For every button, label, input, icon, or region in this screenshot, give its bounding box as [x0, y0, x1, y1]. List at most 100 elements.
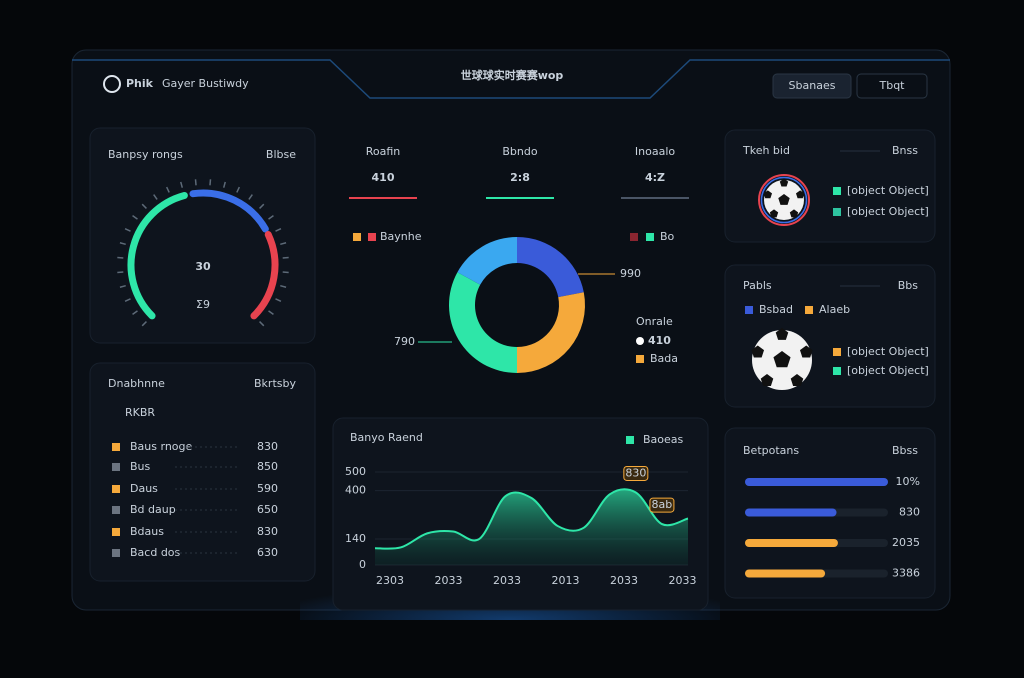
- card-title: Tkeh bid: [742, 144, 790, 157]
- donut-label: 790: [394, 335, 415, 348]
- row-label: Bdaus: [130, 525, 164, 538]
- gauge-tick: [222, 181, 226, 188]
- header-frame: [72, 59, 950, 99]
- gauge-arc: [127, 191, 188, 320]
- gauge-arc: [250, 231, 279, 320]
- annotation: 8ab: [652, 498, 673, 511]
- row-label: Baus rnoge: [130, 440, 192, 453]
- legend-swatch: [833, 348, 841, 356]
- score-label: Roafin: [366, 145, 401, 158]
- x-tick-label: 2033: [435, 574, 463, 587]
- gauge-tick: [280, 284, 287, 288]
- ball-patch: [769, 209, 779, 218]
- donut-label: 990: [620, 267, 641, 280]
- legend-label: Bsbad: [759, 303, 793, 316]
- card-title: Banpsy rongs: [108, 148, 183, 161]
- x-tick-label: 2303: [376, 574, 404, 587]
- ball-patch: [773, 351, 791, 368]
- gauge-tick: [117, 271, 124, 274]
- gauge-unit: Σ9: [196, 298, 210, 311]
- gauge-tick: [268, 215, 274, 220]
- button-label: Sbanaes: [789, 79, 836, 92]
- gauge-tick: [117, 256, 124, 259]
- legend-swatch: [745, 306, 753, 314]
- badge: Bnss: [892, 144, 918, 157]
- annotation-box: [649, 497, 675, 513]
- row-label: Bd daup: [130, 503, 176, 516]
- legend-swatch: [833, 208, 841, 216]
- list-subtitle: RKBR: [125, 406, 155, 419]
- annotation: 830: [625, 466, 646, 479]
- card-title: Dnabhnne: [108, 377, 165, 390]
- donut-segment: [517, 237, 584, 298]
- card-title: Banyo Raend: [350, 431, 423, 444]
- y-tick-label: 140: [345, 532, 366, 545]
- legend-swatch: [368, 233, 376, 241]
- legend-swatch: [646, 233, 654, 241]
- row-value: 830: [257, 440, 278, 453]
- legend-swatch: [353, 233, 361, 241]
- bar: [745, 539, 838, 547]
- gauge-tick: [275, 298, 282, 303]
- ball-patch: [751, 345, 765, 358]
- score-value: 410: [372, 171, 395, 184]
- card-title: Pabls: [743, 279, 772, 292]
- side-note: Bada: [650, 352, 678, 365]
- gauge-tick: [209, 179, 212, 186]
- bar: [745, 478, 888, 486]
- x-tick-label: 2013: [552, 574, 580, 587]
- ball-patch: [775, 327, 789, 340]
- legend-swatch: [112, 549, 120, 557]
- legend-swatch: [805, 306, 813, 314]
- row-value: 590: [257, 482, 278, 495]
- dot: [636, 337, 644, 345]
- item-label: [object Object]: [847, 205, 929, 218]
- legend-swatch: [626, 436, 634, 444]
- badge: Bkrtsby: [254, 377, 296, 390]
- gauge-tick: [141, 321, 147, 327]
- side-value: 410: [648, 334, 671, 347]
- item-label: [object Object]: [847, 184, 929, 197]
- bar-value: 10%: [896, 475, 920, 488]
- gauge-tick: [236, 186, 241, 193]
- row-value: 630: [257, 546, 278, 559]
- x-tick-label: 2033: [493, 574, 521, 587]
- y-tick-label: 0: [359, 558, 366, 571]
- gauge-tick: [141, 203, 147, 209]
- legend-swatch: [833, 367, 841, 375]
- ball-patch: [795, 190, 805, 199]
- score-value: 4:Z: [645, 171, 665, 184]
- gauge-tick: [153, 194, 158, 200]
- row-label: Daus: [130, 482, 158, 495]
- gauge-tick: [132, 215, 138, 220]
- score-label: Inoaalo: [635, 145, 675, 158]
- bar-value: 3386: [892, 567, 920, 580]
- legend-swatch: [630, 233, 638, 241]
- gauge-tick: [275, 227, 282, 232]
- legend-label: Bo: [660, 230, 675, 243]
- bar-value: 830: [899, 506, 920, 519]
- button[interactable]: [856, 73, 928, 99]
- donut-segment: [449, 272, 517, 373]
- gauge-tick: [194, 179, 197, 186]
- gauge-tick: [248, 194, 253, 200]
- gauge-arc: [189, 189, 269, 233]
- gauge-tick: [259, 203, 265, 209]
- gauge-tick: [180, 181, 184, 188]
- annotation-box: [623, 465, 649, 481]
- row-value: 650: [257, 503, 278, 516]
- ball-ring: [758, 174, 810, 226]
- y-tick-label: 400: [345, 484, 366, 497]
- gauge-value: 30: [195, 260, 211, 273]
- x-tick-label: 2033: [669, 574, 697, 587]
- x-tick-label: 2033: [610, 574, 638, 587]
- badge: Blbse: [266, 148, 296, 161]
- donut-segment: [517, 292, 585, 373]
- ball-patch: [763, 190, 773, 199]
- row-label: Bus: [130, 460, 151, 473]
- bar: [745, 569, 826, 578]
- button[interactable]: [772, 73, 852, 99]
- ball-patch: [779, 178, 789, 187]
- side-title: Onrale: [636, 315, 673, 328]
- legend-swatch: [112, 485, 120, 493]
